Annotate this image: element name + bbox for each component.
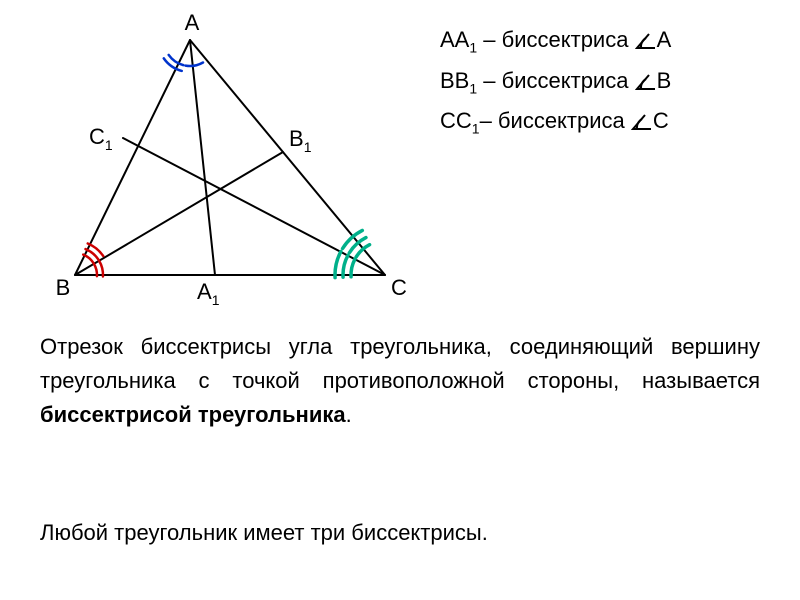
legend-seg: BB bbox=[440, 68, 469, 93]
svg-text:B: B bbox=[56, 275, 71, 300]
legend-line-cc1: CC1– биссектриса C bbox=[440, 101, 671, 142]
closing-text: Любой треугольник имеет три биссектрисы. bbox=[40, 520, 760, 546]
legend-mid: – биссектриса bbox=[480, 108, 631, 133]
svg-text:C1: C1 bbox=[89, 124, 113, 153]
svg-text:C: C bbox=[391, 275, 407, 300]
angle-icon bbox=[635, 64, 657, 82]
legend-sub: 1 bbox=[472, 121, 480, 137]
legend-vertex: B bbox=[657, 68, 672, 93]
definition-part1: Отрезок биссектрисы угла треугольника, с… bbox=[40, 334, 760, 393]
legend-mid: – биссектриса bbox=[477, 68, 634, 93]
angle-icon bbox=[631, 104, 653, 122]
legend-sub: 1 bbox=[469, 80, 477, 96]
definition-bold: биссектрисой треугольника bbox=[40, 402, 346, 427]
definition-part2: . bbox=[346, 402, 352, 427]
legend-block: AA1 – биссектриса A BB1 – биссектриса B … bbox=[440, 20, 671, 142]
triangle-diagram: A B C A1 B1 C1 bbox=[20, 10, 420, 315]
legend-vertex: C bbox=[653, 108, 669, 133]
legend-vertex: A bbox=[657, 27, 672, 52]
legend-seg: AA bbox=[440, 27, 469, 52]
svg-text:A1: A1 bbox=[197, 279, 220, 308]
definition-text: Отрезок биссектрисы угла треугольника, с… bbox=[40, 330, 760, 432]
legend-line-bb1: BB1 – биссектриса B bbox=[440, 61, 671, 102]
legend-mid: – биссектриса bbox=[477, 27, 634, 52]
legend-line-aa1: AA1 – биссектриса A bbox=[440, 20, 671, 61]
svg-text:A: A bbox=[185, 10, 200, 35]
angle-icon bbox=[635, 23, 657, 41]
legend-sub: 1 bbox=[469, 39, 477, 55]
svg-text:B1: B1 bbox=[289, 126, 312, 155]
legend-seg: CC bbox=[440, 108, 472, 133]
triangle-svg: A B C A1 B1 C1 bbox=[20, 10, 420, 310]
